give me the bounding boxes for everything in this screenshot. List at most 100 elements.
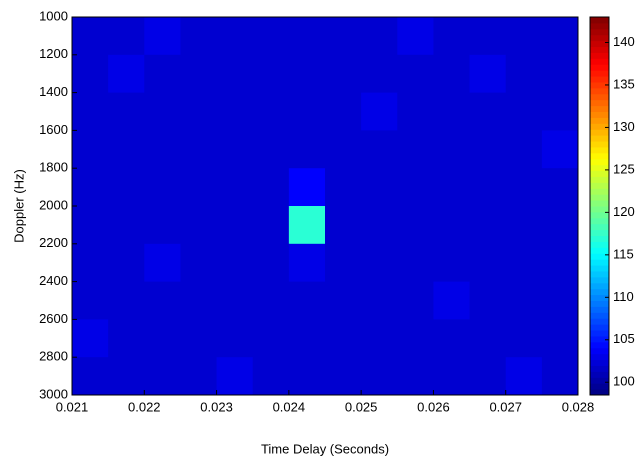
colorbar-swatch [590,277,609,283]
heatmap-cell [289,319,326,357]
heatmap-cell [108,93,145,131]
heatmap-cell [470,282,507,320]
heatmap-cell [108,130,145,168]
heatmap-cell [325,93,362,131]
heatmap-cell [470,168,507,206]
heatmap-cell [289,357,326,395]
heatmap-cell [397,206,434,244]
heatmap-cell [433,319,470,357]
colorbar-tick-label: 100 [613,374,635,389]
heatmap-cell [72,55,109,93]
heatmap-cell [506,17,543,55]
heatmap-cell [253,55,290,93]
colorbar-swatch [590,224,609,230]
colorbar-swatch [590,371,609,377]
heatmap-cell [180,168,217,206]
y-axis-label: Doppler (Hz) [11,169,26,243]
y-tick-label: 3000 [39,386,68,401]
colorbar-swatch [590,271,609,277]
colorbar-swatch [590,330,609,336]
colorbar-swatch [590,112,609,118]
heatmap-cell [542,168,579,206]
colorbar-swatch [590,171,609,177]
x-tick-label: 0.021 [56,399,89,414]
heatmap-cell [361,55,398,93]
heatmap-cell [72,319,109,357]
heatmap-cell [289,168,326,206]
x-tick-label: 0.025 [345,399,378,414]
heatmap-cell [470,244,507,282]
colorbar-swatch [590,153,609,159]
heatmap-cell [217,206,254,244]
colorbar-swatch [590,141,609,147]
heatmap-cell [144,319,181,357]
y-tick-label: 2600 [39,311,68,326]
colorbar-swatch [590,88,609,94]
heatmap-cell [325,206,362,244]
heatmap-cell [72,357,109,395]
heatmap-cell [470,206,507,244]
heatmap-cell [144,168,181,206]
colorbar-swatch [590,147,609,153]
colorbar-swatch [590,17,609,23]
chart: Time Delay (Seconds) Doppler (Hz) 0.0210… [0,0,636,459]
heatmap-cell [253,130,290,168]
colorbar-swatch [590,182,609,188]
heatmap-cell [144,130,181,168]
heatmap-cell [397,244,434,282]
colorbar-swatch [590,312,609,318]
heatmap-cell [180,93,217,131]
heatmap-cell [542,130,579,168]
heatmap-cell [180,357,217,395]
heatmap-cell [72,282,109,320]
heatmap-cell [217,357,254,395]
heatmap-cell [542,244,579,282]
heatmap-cell [542,206,579,244]
heatmap-cell [506,206,543,244]
heatmap-cell [542,17,579,55]
heatmap-cell [470,17,507,55]
heatmap-cell [397,282,434,320]
heatmap-cell [108,244,145,282]
heatmap-cell [144,244,181,282]
colorbar-tick-label: 130 [613,119,635,134]
heatmap-cell [325,168,362,206]
colorbar-swatch [590,106,609,112]
heatmap-cell [72,93,109,131]
heatmap-cell [397,319,434,357]
x-tick-label: 0.023 [200,399,233,414]
heatmap-cell [253,17,290,55]
y-tick-label: 1200 [39,46,68,61]
heatmap-cell [542,319,579,357]
heatmap-cell [180,244,217,282]
heatmap-cell [397,17,434,55]
heatmap-cell [217,282,254,320]
heatmap-cell [144,206,181,244]
heatmap-cell [470,357,507,395]
heatmap-cell [361,17,398,55]
heatmap-cell [144,93,181,131]
y-tick-label: 1600 [39,122,68,137]
colorbar-swatch [590,176,609,182]
colorbar-swatch [590,289,609,295]
colorbar-swatch [590,23,609,29]
heatmap-cell [180,319,217,357]
heatmap-cell [108,282,145,320]
heatmap-cell [506,319,543,357]
heatmap-cell [289,282,326,320]
colorbar-swatch [590,135,609,141]
colorbar-swatch [590,218,609,224]
heatmap-cell [361,206,398,244]
heatmap-cell [253,206,290,244]
heatmap-cell [72,17,109,55]
heatmap-cell [108,357,145,395]
heatmap-cell [144,17,181,55]
colorbar-swatch [590,47,609,53]
heatmap-cell [325,244,362,282]
colorbar-tick-label: 115 [613,246,634,261]
heatmap-cell [470,55,507,93]
heatmap-cell [217,93,254,131]
heatmap-cell [72,206,109,244]
heatmap-cell [506,244,543,282]
heatmap-cell [253,357,290,395]
